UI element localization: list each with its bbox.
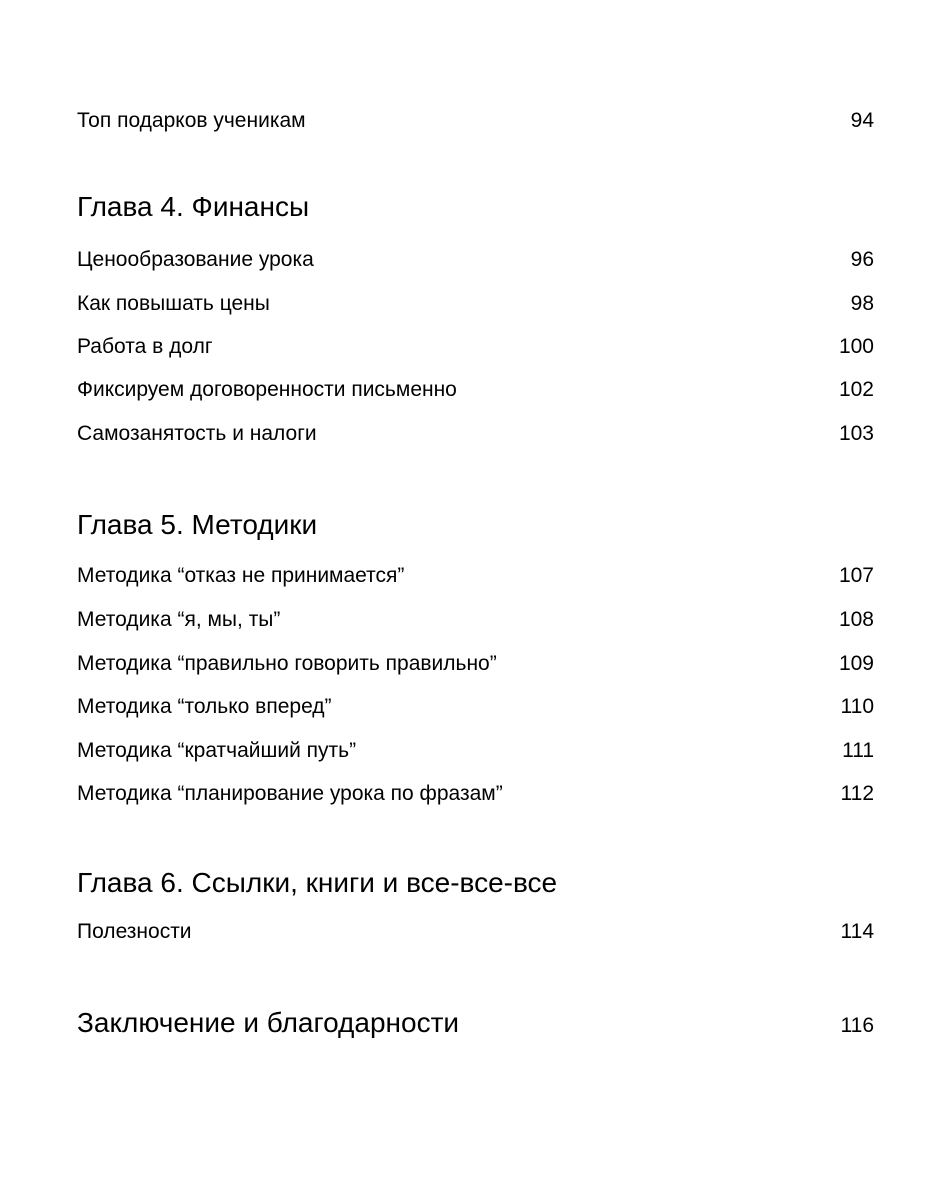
toc-entry-page: 108 bbox=[838, 608, 874, 631]
toc-entry-page: 111 bbox=[842, 739, 874, 762]
toc-entry: Топ подарков ученикам 94 bbox=[77, 110, 874, 131]
toc-entry-page: 102 bbox=[838, 378, 874, 401]
toc-entry-page: 103 bbox=[838, 422, 874, 445]
toc-entry: Методика “правильно говорить правильно” … bbox=[77, 653, 874, 674]
closing-heading: Заключение и благодарности bbox=[77, 1007, 460, 1038]
toc-entry-title: Фиксируем договоренности письменно bbox=[77, 378, 457, 401]
chapter-heading-row: Глава 6. Ссылки, книги и все-все-все bbox=[77, 869, 874, 897]
toc-entry-title: Топ подарков ученикам bbox=[77, 109, 306, 132]
toc-entry: Полезности 114 bbox=[77, 921, 874, 942]
chapter-heading: Глава 4. Финансы bbox=[77, 191, 310, 222]
toc-entry-page: 110 bbox=[840, 695, 874, 718]
toc-entry: Методика “кратчайший путь” 111 bbox=[77, 740, 874, 761]
toc-entry-title: Методика “кратчайший путь” bbox=[77, 739, 357, 762]
toc-entry-page: 96 bbox=[850, 248, 874, 271]
chapter-heading-row: Глава 4. Финансы bbox=[77, 193, 874, 221]
toc-entry: Методика “только вперед” 110 bbox=[77, 696, 874, 717]
toc-entry-title: Самозанятость и налоги bbox=[77, 422, 317, 445]
chapter-heading: Глава 5. Методики bbox=[77, 509, 318, 540]
toc-entry-title: Методика “правильно говорить правильно” bbox=[77, 652, 497, 675]
toc-entry-page: 112 bbox=[840, 782, 874, 805]
toc-entry-title: Методика “только вперед” bbox=[77, 695, 332, 718]
toc-entry-title: Как повышать цены bbox=[77, 292, 270, 315]
toc-entry: Фиксируем договоренности письменно 102 bbox=[77, 379, 874, 400]
toc-entry-page: 107 bbox=[838, 564, 874, 587]
toc-entry-page: 109 bbox=[838, 652, 874, 675]
toc-entry: Методика “планирование урока по фразам” … bbox=[77, 783, 874, 804]
toc-entry: Как повышать цены 98 bbox=[77, 293, 874, 314]
toc-entry-title: Ценообразование урока bbox=[77, 248, 314, 271]
closing-heading-row: Заключение и благодарности 116 bbox=[77, 1009, 874, 1037]
toc-entry-page: 100 bbox=[838, 335, 874, 358]
toc-entry: Методика “я, мы, ты” 108 bbox=[77, 609, 874, 630]
chapter-heading-row: Глава 5. Методики bbox=[77, 511, 874, 539]
toc-entry-title: Методика “я, мы, ты” bbox=[77, 608, 281, 631]
toc-entry-page: 94 bbox=[850, 109, 874, 132]
toc-entry-page: 114 bbox=[840, 920, 874, 943]
toc-entry-title: Полезности bbox=[77, 920, 192, 943]
toc-entry: Ценообразование урока 96 bbox=[77, 249, 874, 270]
toc-entry-title: Методика “планирование урока по фразам” bbox=[77, 782, 503, 805]
toc-entry: Самозанятость и налоги 103 bbox=[77, 423, 874, 444]
toc-entry-title: Работа в долг bbox=[77, 335, 213, 358]
chapter-heading: Глава 6. Ссылки, книги и все-все-все bbox=[77, 867, 558, 898]
toc-entry: Работа в долг 100 bbox=[77, 336, 874, 357]
toc-entry-page: 98 bbox=[850, 292, 874, 315]
closing-page: 116 bbox=[840, 1014, 874, 1037]
toc-entry: Методика “отказ не принимается” 107 bbox=[77, 565, 874, 586]
toc-entry-title: Методика “отказ не принимается” bbox=[77, 564, 405, 587]
